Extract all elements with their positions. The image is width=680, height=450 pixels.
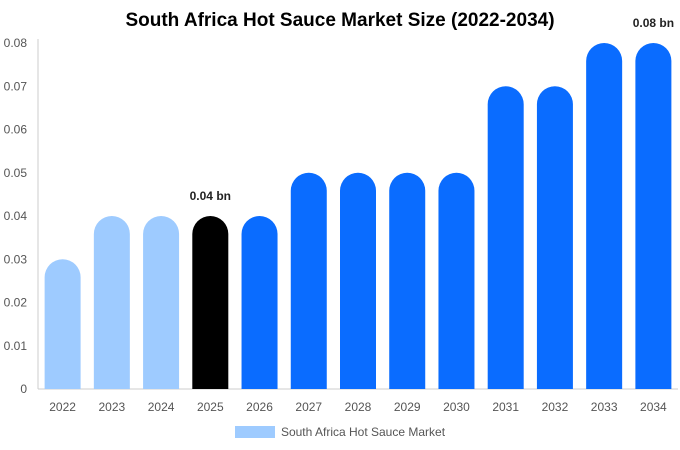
bar-2031 [487,86,524,389]
bar-2028 [340,172,376,389]
x-tick-label: 2031 [492,400,519,414]
bar-2024 [143,216,180,389]
bar-2034 [635,43,672,389]
x-tick-label: 2023 [98,400,125,414]
x-tick-label: 2026 [246,400,273,414]
y-tick-label: 0.06 [4,123,28,137]
y-tick-label: 0.07 [4,79,28,93]
bar-2032 [536,86,573,389]
x-tick-label: 2027 [295,400,322,414]
y-tick-label: 0.05 [4,166,28,180]
bar-2025 [192,216,229,389]
x-tick-label: 2025 [197,400,224,414]
bar-2026 [241,216,278,389]
x-tick-label: 2022 [49,400,76,414]
x-tick-label: 2033 [591,400,618,414]
legend[interactable]: South Africa Hot Sauce Market [0,425,680,439]
x-tick-label: 2029 [394,400,421,414]
chart-title: South Africa Hot Sauce Market Size (2022… [125,10,555,31]
data-label: 0.04 bn [190,189,231,203]
x-tick-label: 2034 [640,400,667,414]
y-tick-label: 0.08 [4,36,28,50]
bar-2030 [438,172,475,389]
data-label: 0.08 bn [633,16,674,30]
x-tick-label: 2024 [148,400,175,414]
bar-2027 [290,172,327,389]
y-tick-label: 0.02 [4,296,28,310]
bar-2029 [389,172,426,389]
x-tick-label: 2030 [443,400,470,414]
y-tick-label: 0 [20,382,27,396]
x-tick-label: 2032 [542,400,569,414]
legend-label: South Africa Hot Sauce Market [280,425,446,439]
y-tick-label: 0.03 [4,252,28,266]
legend-swatch [234,426,275,438]
x-tick-label: 2028 [345,400,372,414]
bar-2033 [586,43,623,389]
bar-2022 [44,259,81,389]
bar-2023 [93,216,130,389]
y-tick-label: 0.04 [4,209,28,223]
y-tick-label: 0.01 [4,339,28,353]
